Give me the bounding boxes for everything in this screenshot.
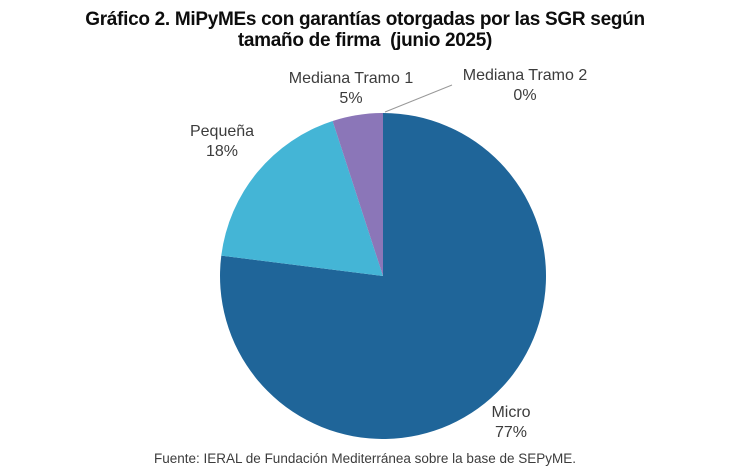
pie-slice-pequeña [221, 120, 383, 276]
slice-label-mediana-tramo-2-value: 0% [513, 87, 537, 104]
pie-slice-mediana-tramo-1 [332, 113, 383, 276]
slice-label-mediana-tramo-2-name: Mediana Tramo 2 [462, 67, 588, 84]
slice-label-pequena-name: Pequeña [189, 123, 255, 140]
slice-label-micro: Micro 77% [491, 403, 530, 443]
slice-label-micro-value: 77% [494, 424, 528, 441]
slice-label-pequena: Pequeña 18% [190, 122, 254, 162]
pie-slices [220, 112, 547, 439]
chart-title-line-1: Gráfico 2. MiPyMEs con garantías otorgad… [85, 9, 645, 30]
slice-label-pequena-value: 18% [205, 143, 239, 160]
pie-slice-micro [220, 112, 547, 439]
chart-title-line-2: tamaño de firma (junio 2025) [237, 30, 493, 51]
slice-label-mediana-tramo-1-name: Mediana Tramo 1 [288, 70, 414, 87]
leader-line-mediana-tramo-2 [384, 84, 453, 113]
source-note: Fuente: IERAL de Fundación Mediterránea … [154, 451, 576, 466]
chart-title: Gráfico 2. MiPyMEs con garantías otorgad… [0, 9, 730, 51]
slice-label-mediana-tramo-1: Mediana Tramo 1 5% [289, 69, 414, 109]
slice-label-mediana-tramo-2: Mediana Tramo 2 0% [463, 66, 588, 106]
slice-label-mediana-tramo-1-value: 5% [339, 90, 363, 107]
slice-label-micro-name: Micro [491, 404, 531, 421]
